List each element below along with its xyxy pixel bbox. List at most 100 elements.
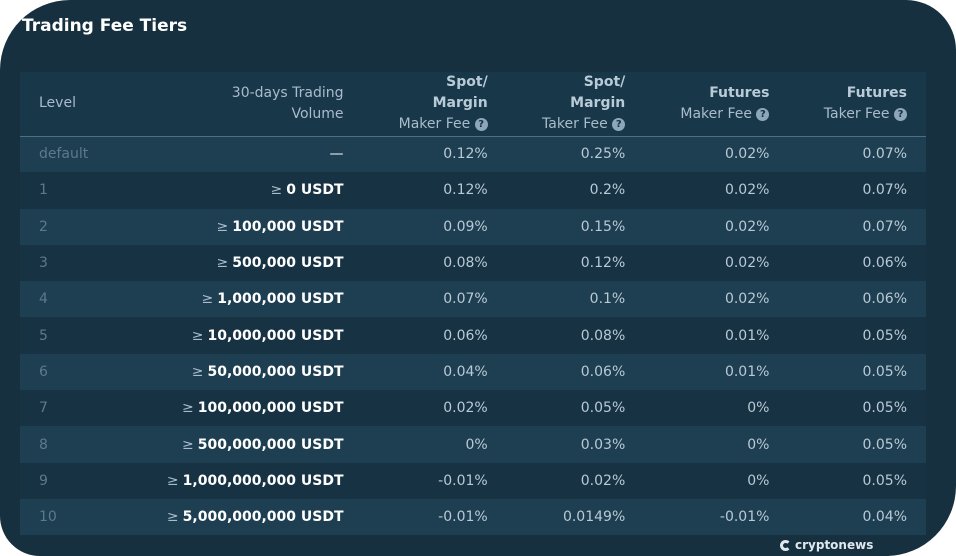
fee-tier-table: Level 30-days Trading Volume Spot/Margin M… bbox=[20, 72, 926, 536]
help-icon[interactable]: ? bbox=[474, 118, 488, 132]
header-label: Spot/ bbox=[446, 74, 488, 91]
header-level: Level bbox=[39, 95, 76, 112]
spot-taker-cell: 0.2% bbox=[589, 182, 626, 199]
futures-taker-cell: 0.07% bbox=[862, 146, 907, 163]
level-cell: default bbox=[39, 146, 89, 163]
ge-symbol: ≥ bbox=[191, 363, 204, 380]
level-cell: 4 bbox=[39, 291, 48, 308]
header-futures-maker: Futures Maker Fee ? bbox=[644, 72, 788, 136]
volume-cell: ≥500,000,000 USDT bbox=[119, 426, 363, 462]
ge-symbol: ≥ bbox=[216, 218, 229, 235]
help-icon[interactable]: ? bbox=[894, 107, 907, 121]
ge-symbol: ≥ bbox=[166, 509, 179, 526]
header-label: Futures bbox=[709, 84, 770, 101]
volume-value: 10,000,000 USDT bbox=[207, 327, 344, 344]
table-row: 6 ≥50,000,000 USDT 0.04% 0.06% 0.01% 0.05… bbox=[20, 353, 926, 391]
futures-maker-cell: 0.01% bbox=[724, 363, 770, 380]
spot-maker-cell: 0.07% bbox=[443, 291, 488, 308]
volume-value: 0 USDT bbox=[286, 182, 344, 199]
spot-maker-cell: -0.01% bbox=[438, 472, 488, 489]
volume-cell: ≥1,000,000,000 USDT bbox=[119, 463, 363, 499]
level-cell: 10 bbox=[39, 509, 57, 526]
ge-symbol: ≥ bbox=[166, 472, 179, 489]
ge-symbol: ≥ bbox=[216, 255, 229, 272]
table-row: 2 ≥100,000 USDT 0.09% 0.15% 0.02% 0.07% bbox=[20, 208, 926, 245]
futures-maker-cell: 0% bbox=[747, 436, 770, 453]
header-label: Margin bbox=[570, 95, 626, 112]
spot-taker-cell: 0.12% bbox=[580, 255, 626, 272]
spot-taker-cell: 0.25% bbox=[580, 146, 626, 163]
futures-maker-cell: 0.02% bbox=[724, 182, 770, 199]
spot-maker-cell: 0% bbox=[465, 436, 488, 453]
level-cell: 8 bbox=[39, 436, 48, 453]
futures-taker-cell: 0.05% bbox=[862, 436, 907, 453]
futures-maker-cell: 0% bbox=[747, 400, 770, 417]
volume-value: 5,000,000,000 USDT bbox=[182, 509, 344, 526]
ge-symbol: ≥ bbox=[201, 291, 214, 308]
spot-taker-cell: 0.08% bbox=[580, 327, 626, 344]
table-row: 10 ≥5,000,000,000 USDT -0.01% 0.0149% -0.… bbox=[20, 498, 926, 536]
futures-maker-cell: 0.01% bbox=[724, 327, 770, 344]
spot-maker-cell: 0.12% bbox=[443, 146, 488, 163]
table-row: 4 ≥1,000,000 USDT 0.07% 0.1% 0.02% 0.06% bbox=[20, 281, 926, 318]
header-label: Spot/ bbox=[583, 74, 626, 91]
level-cell: 9 bbox=[39, 472, 48, 489]
ge-symbol: ≥ bbox=[191, 327, 204, 344]
spot-taker-cell: 0.06% bbox=[580, 363, 626, 380]
header-volume: 30-days Trading Volume bbox=[119, 72, 363, 136]
level-cell: 1 bbox=[39, 182, 48, 199]
futures-maker-cell: 0.02% bbox=[724, 218, 770, 235]
futures-maker-cell: 0.02% bbox=[724, 291, 770, 308]
volume-value: 50,000,000 USDT bbox=[207, 363, 344, 380]
volume-cell: ≥1,000,000 USDT bbox=[119, 281, 363, 317]
futures-maker-cell: 0.02% bbox=[724, 146, 770, 163]
ge-symbol: ≥ bbox=[181, 400, 194, 417]
header-sub: Maker Fee bbox=[398, 116, 471, 133]
watermark: cryptonews bbox=[780, 538, 873, 553]
spot-maker-cell: 0.09% bbox=[443, 218, 488, 235]
futures-taker-cell: 0.05% bbox=[862, 400, 907, 417]
header-sub: Taker Fee bbox=[823, 105, 890, 122]
help-icon[interactable]: ? bbox=[756, 107, 770, 121]
header-spot-maker: Spot/Margin Maker Fee ? bbox=[363, 72, 507, 136]
volume-cell: ≥100,000,000 USDT bbox=[119, 390, 363, 426]
volume-cell: ≥0 USDT bbox=[119, 172, 363, 208]
table-row: 5 ≥10,000,000 USDT 0.06% 0.08% 0.01% 0.05… bbox=[20, 317, 926, 354]
header-spot-taker: Spot/Margin Taker Fee ? bbox=[507, 72, 645, 136]
volume-cell: ≥5,000,000,000 USDT bbox=[119, 499, 363, 535]
spot-maker-cell: 0.06% bbox=[443, 327, 488, 344]
table-header-row: Level 30-days Trading Volume Spot/Margin M… bbox=[20, 72, 926, 136]
volume-cell: — bbox=[329, 146, 344, 163]
spot-maker-cell: 0.12% bbox=[443, 182, 488, 199]
cryptonews-logo-icon bbox=[780, 540, 791, 551]
level-cell: 3 bbox=[39, 255, 48, 272]
spot-taker-cell: 0.02% bbox=[580, 472, 626, 489]
volume-value: 100,000,000 USDT bbox=[197, 400, 344, 417]
table-row: 1 ≥0 USDT 0.12% 0.2% 0.02% 0.07% bbox=[20, 172, 926, 209]
volume-value: 500,000 USDT bbox=[232, 255, 344, 272]
volume-cell: ≥10,000,000 USDT bbox=[119, 317, 363, 353]
header-sub: Taker Fee bbox=[542, 116, 608, 133]
header-volume-line2: Volume bbox=[291, 105, 344, 122]
spot-taker-cell: 0.15% bbox=[580, 218, 626, 235]
futures-taker-cell: 0.07% bbox=[862, 182, 907, 199]
level-cell: 5 bbox=[39, 327, 48, 344]
ge-symbol: ≥ bbox=[181, 436, 194, 453]
futures-taker-cell: 0.04% bbox=[862, 509, 907, 526]
futures-taker-cell: 0.06% bbox=[862, 291, 907, 308]
help-icon[interactable]: ? bbox=[612, 118, 626, 132]
futures-taker-cell: 0.07% bbox=[862, 218, 907, 235]
futures-taker-cell: 0.05% bbox=[862, 327, 907, 344]
futures-maker-cell: 0% bbox=[747, 472, 770, 489]
table-row: 3 ≥500,000 USDT 0.08% 0.12% 0.02% 0.06% bbox=[20, 244, 926, 282]
spot-taker-cell: 0.05% bbox=[580, 400, 626, 417]
futures-maker-cell: 0.02% bbox=[724, 255, 770, 272]
spot-maker-cell: 0.02% bbox=[443, 400, 488, 417]
spot-taker-cell: 0.1% bbox=[589, 291, 626, 308]
spot-maker-cell: 0.08% bbox=[443, 255, 488, 272]
table-row: 7 ≥100,000,000 USDT 0.02% 0.05% 0% 0.05% bbox=[20, 390, 926, 427]
volume-cell: ≥100,000 USDT bbox=[119, 209, 363, 245]
table-row: default — 0.12% 0.25% 0.02% 0.07% bbox=[20, 136, 926, 173]
volume-value: 500,000,000 USDT bbox=[197, 436, 344, 453]
